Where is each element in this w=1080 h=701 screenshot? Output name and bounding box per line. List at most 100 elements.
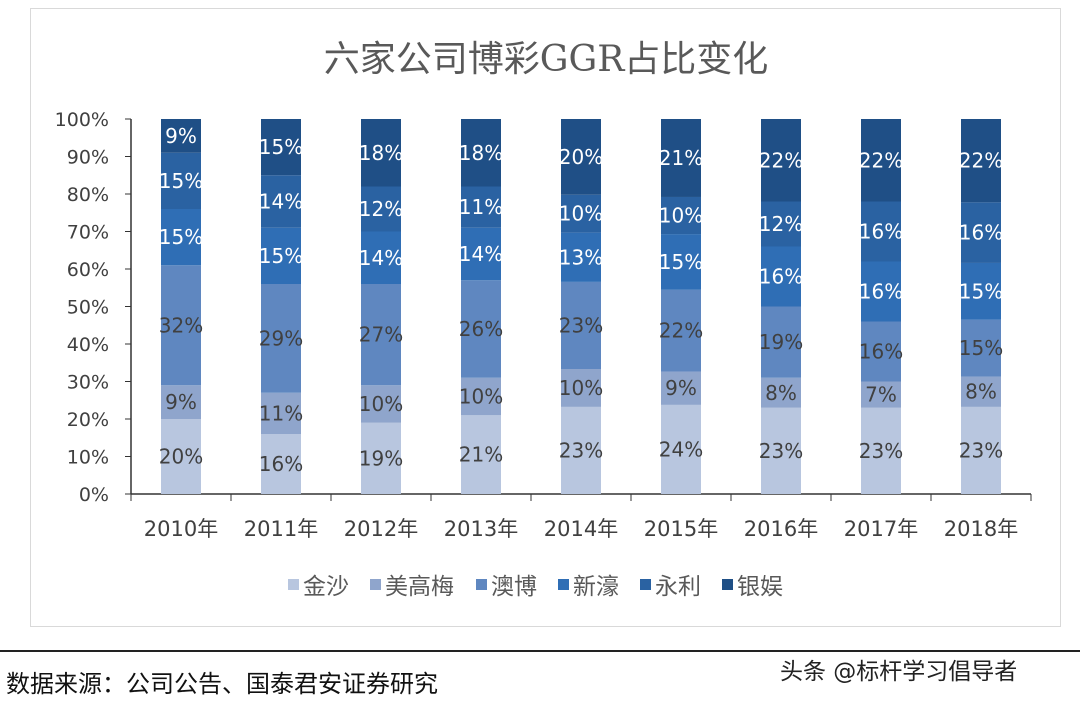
y-tick-label: 10% — [67, 447, 109, 469]
y-tick-label: 60% — [67, 259, 109, 281]
bar-segment — [461, 415, 501, 494]
bar-segment — [161, 265, 201, 386]
x-tick-label: 2011年 — [244, 517, 318, 541]
legend-swatch — [640, 579, 651, 590]
bar-segment — [661, 234, 701, 290]
bar-segment — [661, 119, 701, 197]
bar-segment — [161, 385, 201, 419]
data-label: 11% — [259, 401, 303, 425]
bar-segment — [861, 321, 901, 382]
x-tick-label: 2013年 — [444, 517, 518, 541]
data-label: 15% — [159, 225, 203, 249]
watermark: 头条 @标杆学习倡导者 — [780, 659, 1018, 685]
legend-label: 永利 — [655, 574, 701, 600]
data-label: 15% — [259, 135, 303, 159]
legend: 金沙 美高梅 澳博 新濠 永利 银娱 — [288, 574, 783, 600]
data-label: 14% — [359, 246, 403, 270]
data-label: 15% — [959, 336, 1003, 360]
source-note: 数据来源：公司公告、国泰君安证券研究 — [6, 670, 438, 698]
data-label: 21% — [659, 146, 703, 170]
bar-segment — [261, 119, 301, 176]
x-tick-label: 2015年 — [644, 517, 718, 541]
data-label: 22% — [959, 149, 1003, 173]
y-tick-label: 50% — [67, 297, 109, 319]
legend-label: 新濠 — [573, 574, 619, 600]
bar-segment — [261, 434, 301, 494]
data-label: 8% — [965, 380, 997, 404]
data-label: 8% — [765, 381, 797, 405]
chart-title: 六家公司博彩GGR占比变化 — [324, 39, 769, 80]
bar-segment — [161, 209, 201, 266]
stacked-bar-chart: 六家公司博彩GGR占比变化 0% 10% 20% 30% 40% 50% 60% 70% 80%… — [55, 39, 1032, 600]
data-label: 20% — [159, 445, 203, 469]
legend-label: 金沙 — [303, 574, 349, 600]
bar-segment — [661, 196, 701, 235]
bar-segment — [761, 377, 801, 408]
data-label: 18% — [459, 141, 503, 165]
data-label: 15% — [659, 250, 703, 274]
data-label: 9% — [665, 376, 697, 400]
data-label: 10% — [659, 204, 703, 228]
data-label: 22% — [659, 319, 703, 343]
data-label: 21% — [459, 443, 503, 467]
data-label: 22% — [759, 148, 803, 172]
bar-segment — [661, 289, 701, 372]
data-label: 9% — [165, 124, 197, 148]
data-label: 16% — [759, 265, 803, 289]
bar-segment — [461, 186, 501, 228]
bar-segment — [261, 392, 301, 434]
legend-swatch — [476, 579, 487, 590]
bar-segment — [561, 194, 601, 233]
bar-segment — [561, 369, 601, 407]
data-label: 23% — [959, 438, 1003, 462]
data-label: 13% — [559, 245, 603, 269]
bar-segment — [761, 407, 801, 494]
bar-segment — [261, 175, 301, 228]
x-tick-label: 2018年 — [944, 517, 1018, 541]
data-label: 24% — [659, 437, 703, 461]
data-label: 14% — [459, 242, 503, 266]
bar-segment — [461, 227, 501, 281]
data-label: 12% — [359, 197, 403, 221]
bar-segment — [861, 201, 901, 262]
y-tick-label: 80% — [67, 184, 109, 206]
x-tick-label: 2016年 — [744, 517, 818, 541]
bar-segment — [761, 201, 801, 247]
y-tick-label: 90% — [67, 147, 109, 169]
bar-segment — [561, 406, 601, 494]
data-label: 9% — [165, 390, 197, 414]
bar-segment — [161, 152, 201, 209]
data-label: 10% — [359, 392, 403, 416]
bar-segment — [961, 406, 1001, 494]
data-label: 18% — [359, 141, 403, 165]
y-tick-label: 100% — [55, 109, 109, 131]
bar-segment — [261, 227, 301, 284]
legend-swatch — [558, 579, 569, 590]
bar-segment — [761, 246, 801, 307]
bar-segment — [361, 284, 401, 386]
bar-segment — [161, 419, 201, 494]
bar-segment — [461, 377, 501, 416]
data-label: 16% — [259, 452, 303, 476]
bar-segment — [561, 119, 601, 195]
data-label: 23% — [759, 439, 803, 463]
data-label: 10% — [459, 385, 503, 409]
data-label: 7% — [865, 383, 897, 407]
data-label: 29% — [259, 326, 303, 350]
y-tick-label: 20% — [67, 409, 109, 431]
bar-segment — [661, 371, 701, 405]
bar-segment — [961, 319, 1001, 377]
y-tick-label: 30% — [67, 372, 109, 394]
data-label: 16% — [859, 280, 903, 304]
chart-frame: 六家公司博彩GGR占比变化 0% 10% 20% 30% 40% 50% 60% 70% 80%… — [30, 8, 1061, 627]
bar-segment — [961, 202, 1001, 263]
y-tick-label: 40% — [67, 334, 109, 356]
data-label: 19% — [759, 330, 803, 354]
bar-segment — [761, 119, 801, 202]
data-label: 23% — [559, 313, 603, 337]
data-label: 15% — [159, 169, 203, 193]
legend-label: 澳博 — [491, 574, 537, 600]
data-label: 12% — [759, 212, 803, 236]
bar-segment — [361, 422, 401, 494]
legend-swatch — [722, 579, 733, 590]
